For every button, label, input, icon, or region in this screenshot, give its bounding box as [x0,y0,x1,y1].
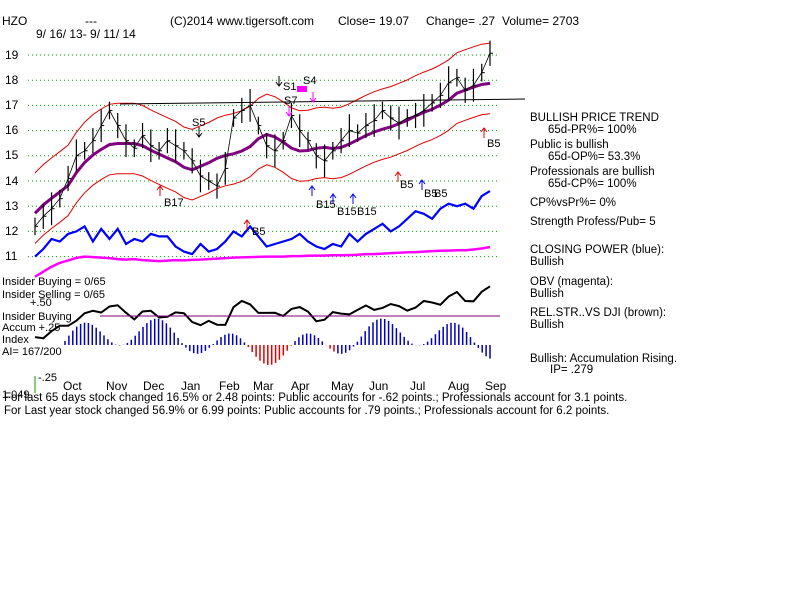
ai-label: AI= 167/200 [2,346,62,358]
obv-label: OBV (magenta): [530,276,613,288]
buy-arrow-icon [480,127,488,138]
obv-status: Bullish [530,288,564,300]
insider-buying-label-2: Insider Buying [2,311,72,323]
month-axis: Oct Nov Dec Jan Feb Mar Apr May Jun Jul … [63,379,507,393]
insider-selling-label: Insider Selling = 0/65 [2,289,105,301]
footer-line-year: For Last year stock changed 56.9% or 6.9… [4,405,609,417]
symbol-label: HZO [2,14,27,28]
price-tick: 14 [5,174,19,188]
header-dashes: --- [85,14,97,28]
signal-b5: B5 [252,226,265,238]
accum-rising-label: Bullish: Accumulation Rising. [530,353,677,365]
buy-arrow-icon [329,193,337,204]
price-tick: 17 [5,98,19,112]
buy-arrow-icon [156,185,164,196]
plus50-label: +.50 [30,297,52,309]
closing-power-label: CLOSING POWER (blue): [530,244,664,256]
signal-s7: S7 [284,95,297,107]
copyright-label: (C)2014 www.tigersoft.com [170,14,314,28]
cp-value: 65d-CP%= 100% [548,178,637,190]
month-label: Dec [143,379,164,393]
month-label: Mar [253,379,274,393]
series-layer [33,40,493,340]
signal-b15: B15 [337,206,357,218]
footer-line-65d: For last 65 days stock changed 16.5% or … [4,392,627,404]
signal-b5: B5 [487,138,500,150]
minus25-label: -.25 [38,372,57,384]
public-bullish-label: Public is bullish [530,139,609,151]
cpvspr-value: CP%vsPr%= 0% [530,197,616,209]
strength-value: Strength Profess/Pub= 5 [530,216,656,228]
month-label: Jul [410,379,425,393]
price-line [34,53,491,227]
upper-band-line [34,42,491,174]
price-tick: 19 [5,48,19,62]
price-tick: 13 [5,199,19,213]
signal-s1: S1 [283,81,296,93]
price-tick: 16 [5,123,19,137]
signal-s4: S4 [303,75,316,87]
price-axis: 19 18 17 16 15 14 13 12 11 [5,48,19,263]
month-label: Oct [63,379,82,393]
closing-power-line [34,190,491,258]
signal-b5: B5 [424,188,437,200]
close-label: Close= 19.07 [338,14,409,28]
relstr-label: REL.STR..VS DJI (brown): [530,307,666,319]
signal-b15: B15 [357,206,377,218]
sell-arrow-icon [275,76,283,87]
index-label: Index [2,334,29,346]
resistance-line [119,98,526,105]
price-tick: 18 [5,73,19,87]
price-tick: 11 [5,249,18,263]
sell-arrow-icon [309,92,317,103]
left-indicator-labels: Insider Buying = 0/65 Insider Selling = … [2,276,106,401]
price-tick: 12 [5,224,19,238]
signal-b5: B5 [400,179,413,191]
closing-power-status: Bullish [530,256,564,268]
buy-arrow-icon [243,219,251,230]
relstr-status: Bullish [530,319,564,331]
signal-markers: S5 S1 S4 S7 B17 B5 B15 B15 B15 B5 B5 B5 … [156,75,500,238]
month-label: Feb [219,379,240,393]
obv-line [34,245,491,278]
month-label: Nov [106,379,127,393]
trend-summary-panel: BULLISH PRICE TREND 65d-PR%= 100% Public… [530,112,677,376]
buy-arrow-icon [394,171,402,182]
month-label: Sep [485,379,507,393]
date-range-label: 9/ 16/ 13- 9/ 11/ 14 [36,27,136,41]
accumulation-histogram [64,318,491,365]
volume-label: Volume= 2703 [502,14,579,28]
pros-bullish-label: Professionals are bullish [530,166,655,178]
month-label: Jan [181,379,200,393]
signal-b5: B5 [434,188,447,200]
buy-arrow-icon [418,179,426,190]
sell-arrow-icon [285,106,293,117]
signal-box [297,86,307,92]
signal-s5: S5 [192,117,205,129]
number-label: 1.049 [2,389,30,401]
trend-title: BULLISH PRICE TREND [530,112,659,124]
month-label: Jun [369,379,388,393]
pr-value: 65d-PR%= 100% [548,124,637,136]
change-label: Change= .27 [426,14,495,28]
relative-strength-line [34,285,491,340]
buy-arrow-icon [349,193,357,204]
buy-arrow-icon [308,185,316,196]
lower-band-line [34,113,491,244]
month-label: Aug [448,379,469,393]
signal-b15: B15 [316,199,336,211]
op-value: 65d-OP%= 53.3% [548,151,640,163]
month-label: Apr [291,379,310,393]
accum-label: Accum +.25 [2,322,60,334]
ip-value: IP= .279 [550,364,593,376]
month-label: May [331,379,354,393]
sell-arrow-icon [195,127,203,138]
signal-b17: B17 [164,197,184,209]
insider-buying-label: Insider Buying = 0/65 [2,276,106,288]
price-tick: 15 [5,148,19,162]
